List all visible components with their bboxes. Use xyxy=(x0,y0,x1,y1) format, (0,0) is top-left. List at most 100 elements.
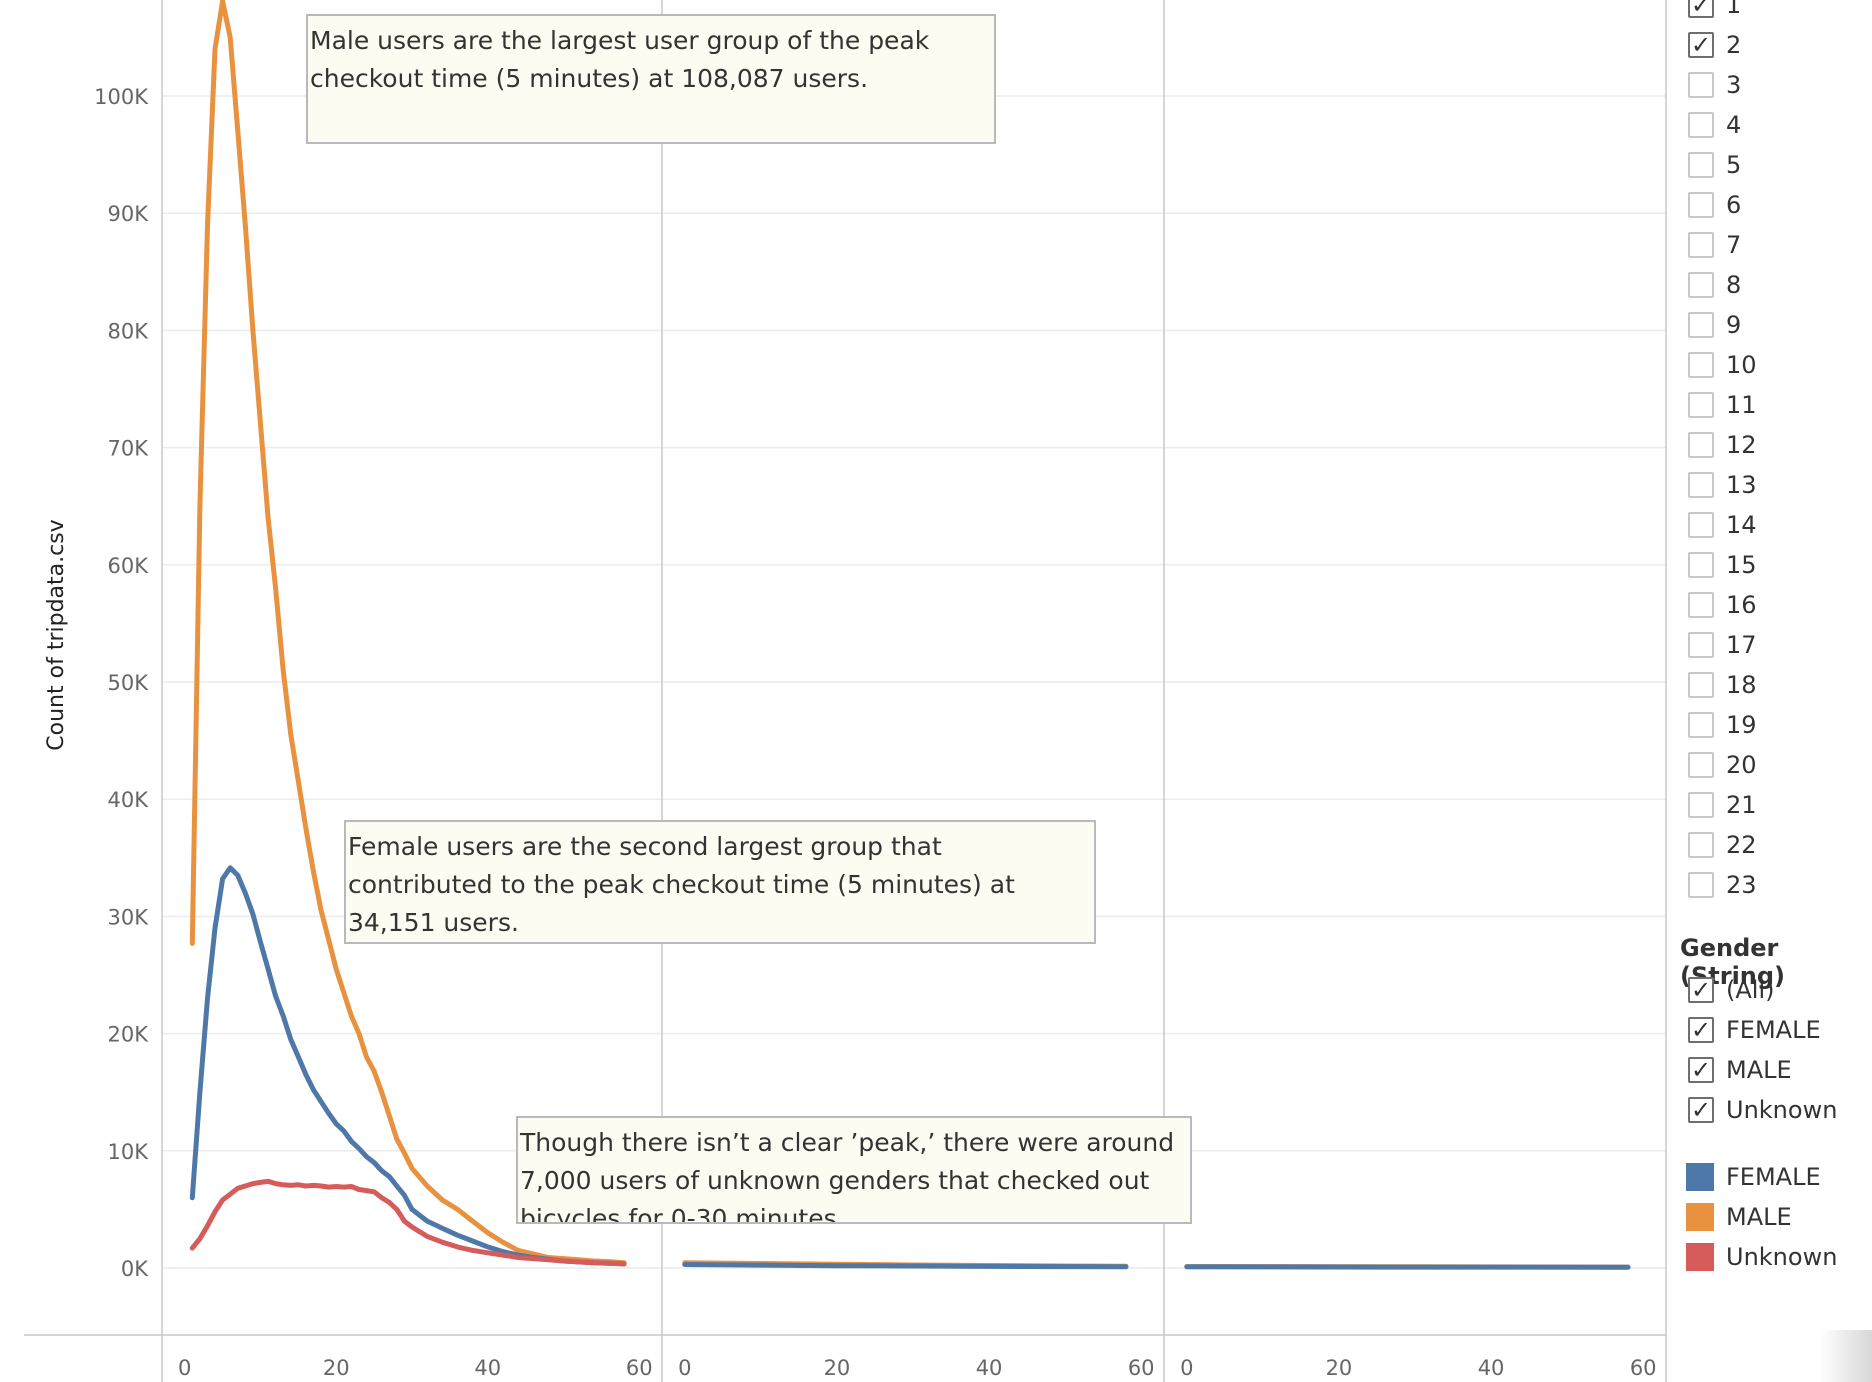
x-tick-label: 0 xyxy=(678,1356,691,1380)
hour-filter-item-12[interactable]: 12 xyxy=(1688,427,1757,463)
checkbox[interactable] xyxy=(1688,632,1714,658)
checkbox[interactable] xyxy=(1688,152,1714,178)
legend-item-unknown[interactable]: Unknown xyxy=(1686,1240,1872,1274)
hour-filter-item-1[interactable]: ✓ 1 xyxy=(1688,0,1741,23)
x-tick-label: 20 xyxy=(824,1356,851,1380)
checkbox-label: 2 xyxy=(1726,31,1742,59)
checkbox[interactable] xyxy=(1688,272,1714,298)
checkbox[interactable] xyxy=(1688,232,1714,258)
y-tick-label: 70K xyxy=(108,437,150,461)
hour-filter-item-14[interactable]: 14 xyxy=(1688,507,1757,543)
checkbox[interactable] xyxy=(1688,112,1714,138)
hour-filter-item-4[interactable]: 4 xyxy=(1688,107,1741,143)
hour-filter-item-9[interactable]: 9 xyxy=(1688,307,1741,343)
annotation-male-peak: Male users are the largest user group of… xyxy=(306,14,996,144)
checkmark-icon: ✓ xyxy=(1690,1016,1712,1044)
legend-swatch xyxy=(1686,1163,1714,1191)
checkbox[interactable] xyxy=(1688,72,1714,98)
hour-filter-item-22[interactable]: 22 xyxy=(1688,827,1757,863)
checkbox[interactable] xyxy=(1688,872,1714,898)
annotation-unknown-gender: Though there isn’t a clear ’peak,’ there… xyxy=(516,1116,1192,1224)
y-tick-label: 80K xyxy=(108,319,150,343)
hour-filter-item-3[interactable]: 3 xyxy=(1688,67,1741,103)
x-tick-label: 40 xyxy=(1478,1356,1505,1380)
checkbox[interactable] xyxy=(1688,352,1714,378)
y-tick-label: 50K xyxy=(108,671,150,695)
checkbox-label: 4 xyxy=(1726,111,1742,139)
gender-filter-item-female[interactable]: ✓ FEMALE xyxy=(1688,1012,1821,1048)
checkbox[interactable]: ✓ xyxy=(1688,0,1714,18)
legend-item-male[interactable]: MALE xyxy=(1686,1200,1872,1234)
y-tick-label: 90K xyxy=(108,202,150,226)
checkbox-label: 20 xyxy=(1726,751,1757,779)
checkbox[interactable] xyxy=(1688,472,1714,498)
checkbox[interactable]: ✓ xyxy=(1688,977,1714,1003)
hour-filter-item-23[interactable]: 23 xyxy=(1688,867,1757,903)
checkbox[interactable]: ✓ xyxy=(1688,1057,1714,1083)
y-tick-label: 30K xyxy=(108,905,150,929)
checkbox[interactable] xyxy=(1688,192,1714,218)
hour-filter-item-11[interactable]: 11 xyxy=(1688,387,1757,423)
checkbox-label: MALE xyxy=(1726,1056,1792,1084)
checkbox[interactable] xyxy=(1688,792,1714,818)
hour-filter-item-5[interactable]: 5 xyxy=(1688,147,1741,183)
checkbox[interactable] xyxy=(1688,712,1714,738)
hour-filter-item-2[interactable]: ✓ 2 xyxy=(1688,27,1741,63)
checkbox[interactable]: ✓ xyxy=(1688,32,1714,58)
gender-filter-item-unknown[interactable]: ✓ Unknown xyxy=(1688,1092,1837,1128)
hour-filter-item-19[interactable]: 19 xyxy=(1688,707,1757,743)
x-tick-label: 40 xyxy=(474,1356,501,1380)
checkbox[interactable] xyxy=(1688,552,1714,578)
gridlines xyxy=(162,95,1666,1269)
checkbox[interactable] xyxy=(1688,312,1714,338)
hour-filter-item-6[interactable]: 6 xyxy=(1688,187,1741,223)
hour-filter-item-7[interactable]: 7 xyxy=(1688,227,1741,263)
checkmark-icon: ✓ xyxy=(1690,1056,1712,1084)
hour-filter-item-21[interactable]: 21 xyxy=(1688,787,1757,823)
gender-filter-item-male[interactable]: ✓ MALE xyxy=(1688,1052,1792,1088)
checkbox[interactable] xyxy=(1688,392,1714,418)
checkmark-icon: ✓ xyxy=(1690,0,1712,19)
checkbox[interactable] xyxy=(1688,672,1714,698)
y-tick-label: 20K xyxy=(108,1023,150,1047)
checkbox-label: 6 xyxy=(1726,191,1742,219)
hour-filter-item-15[interactable]: 15 xyxy=(1688,547,1757,583)
x-tick-label: 60 xyxy=(626,1356,653,1380)
y-tick-label: 100K xyxy=(94,85,149,109)
hour-filter-item-18[interactable]: 18 xyxy=(1688,667,1757,703)
checkbox-label: Unknown xyxy=(1726,1096,1838,1124)
checkbox-label: 14 xyxy=(1726,511,1757,539)
checkbox[interactable] xyxy=(1688,832,1714,858)
hour-filter-item-17[interactable]: 17 xyxy=(1688,627,1757,663)
checkbox[interactable] xyxy=(1688,752,1714,778)
hour-filter-item-16[interactable]: 16 xyxy=(1688,587,1757,623)
series-line-female xyxy=(682,1262,1129,1270)
series-line-female xyxy=(189,865,627,1267)
checkbox-label: 22 xyxy=(1726,831,1757,859)
checkbox-label: FEMALE xyxy=(1726,1016,1821,1044)
checkbox[interactable] xyxy=(1688,592,1714,618)
x-tick-label: 20 xyxy=(323,1356,350,1380)
legend-label: FEMALE xyxy=(1726,1163,1821,1191)
x-tick-label: 60 xyxy=(1630,1356,1657,1380)
x-axis-ticks: 0 20 40 60 0 20 40 60 0 20 40 60 xyxy=(178,1356,1657,1380)
hour-filter-item-8[interactable]: 8 xyxy=(1688,267,1741,303)
checkbox[interactable]: ✓ xyxy=(1688,1017,1714,1043)
legend-swatch xyxy=(1686,1243,1714,1271)
checkbox[interactable]: ✓ xyxy=(1688,1097,1714,1123)
checkbox[interactable] xyxy=(1688,432,1714,458)
hour-filter-item-10[interactable]: 10 xyxy=(1688,347,1757,383)
checkbox-label: 21 xyxy=(1726,791,1757,819)
gender-filter-item-all[interactable]: ✓ (All) xyxy=(1688,972,1774,1008)
hour-filter-item-13[interactable]: 13 xyxy=(1688,467,1757,503)
checkbox-label: 23 xyxy=(1726,871,1757,899)
y-tick-label: 10K xyxy=(108,1140,150,1164)
checkbox-label: 5 xyxy=(1726,151,1742,179)
checkmark-icon: ✓ xyxy=(1690,1096,1712,1124)
checkbox[interactable] xyxy=(1688,512,1714,538)
checkbox-label: 19 xyxy=(1726,711,1757,739)
checkbox-label: 15 xyxy=(1726,551,1757,579)
checkbox-label: 8 xyxy=(1726,271,1742,299)
legend-item-female[interactable]: FEMALE xyxy=(1686,1160,1872,1194)
hour-filter-item-20[interactable]: 20 xyxy=(1688,747,1757,783)
